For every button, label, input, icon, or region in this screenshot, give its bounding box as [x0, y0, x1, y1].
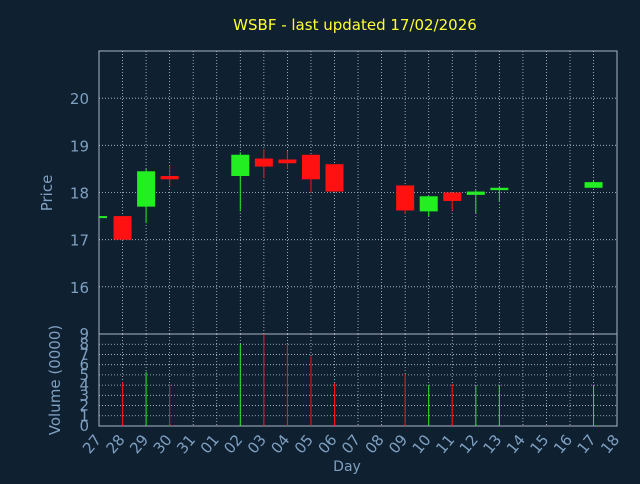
candle-body: [584, 182, 603, 188]
x-tick-label: 30: [150, 431, 176, 457]
candle-body: [325, 164, 344, 192]
chart-title: WSBF - last updated 17/02/2026: [233, 16, 477, 34]
candle-body: [99, 216, 107, 219]
price-axis-label: Price: [38, 175, 56, 212]
x-tick-label: 29: [126, 431, 152, 457]
candle-body: [278, 159, 297, 164]
candle-body: [113, 216, 132, 240]
x-tick-label: 18: [597, 431, 623, 457]
x-tick-label: 10: [409, 431, 435, 457]
volume-tick-label: 7: [79, 345, 89, 363]
price-axis-ticks: 16 17 18 19 20: [70, 90, 89, 297]
x-tick-label: 17: [574, 431, 600, 457]
x-tick-label: 03: [244, 431, 270, 457]
x-tick-label: 13: [479, 431, 505, 457]
candle-body: [443, 192, 462, 201]
x-tick-label: 15: [526, 431, 552, 457]
x-tick-label: 09: [385, 431, 411, 457]
x-tick-label: 08: [362, 431, 388, 457]
candle-body: [231, 154, 250, 176]
volume-tick-label: 5: [79, 366, 89, 384]
volume-tick-label: 3: [79, 386, 89, 404]
volume-axis-label: Volume (0000): [46, 325, 64, 435]
x-tick-label: 14: [503, 431, 529, 457]
x-tick-label: 07: [338, 431, 364, 457]
x-tick-label: 05: [291, 431, 317, 457]
candle-body: [254, 158, 273, 167]
x-tick-label: 16: [550, 431, 576, 457]
volume-tick-label: 2: [79, 397, 89, 415]
candle-body: [490, 187, 509, 191]
x-tick-label: 06: [315, 431, 341, 457]
candle-body: [466, 191, 485, 195]
volume-tick-label: 8: [79, 335, 89, 353]
price-tick-label: 16: [70, 279, 89, 297]
volume-bars: [122, 334, 595, 426]
price-tick-label: 19: [70, 137, 89, 155]
volume-tick-label: 4: [79, 376, 89, 394]
volume-grid: [99, 334, 617, 426]
volume-tick-label: 6: [79, 356, 89, 374]
volume-tick-label: 9: [79, 325, 89, 343]
x-tick-label: 02: [220, 431, 246, 457]
x-tick-label: 11: [432, 431, 458, 457]
x-tick-label: 01: [197, 431, 223, 457]
price-tick-label: 17: [70, 232, 89, 250]
x-axis-label: Day: [333, 459, 361, 475]
price-tick-label: 18: [70, 185, 89, 203]
x-tick-label: 31: [173, 431, 199, 457]
candlesticks: [99, 149, 603, 240]
price-grid: [99, 51, 617, 334]
candle-body: [160, 175, 179, 180]
candle-body: [137, 171, 156, 207]
x-tick-label: 28: [103, 431, 129, 457]
candle-body: [419, 196, 438, 212]
volume-tick-label: 0: [79, 417, 89, 435]
x-axis-ticks: 2728293031010203040506070809101112131415…: [79, 431, 623, 457]
x-tick-label: 04: [267, 431, 293, 457]
x-tick-label: 12: [456, 431, 482, 457]
candle-body: [301, 154, 320, 180]
volume-tick-label: 1: [79, 407, 89, 425]
candle-body: [396, 185, 415, 211]
price-tick-label: 20: [70, 90, 89, 108]
